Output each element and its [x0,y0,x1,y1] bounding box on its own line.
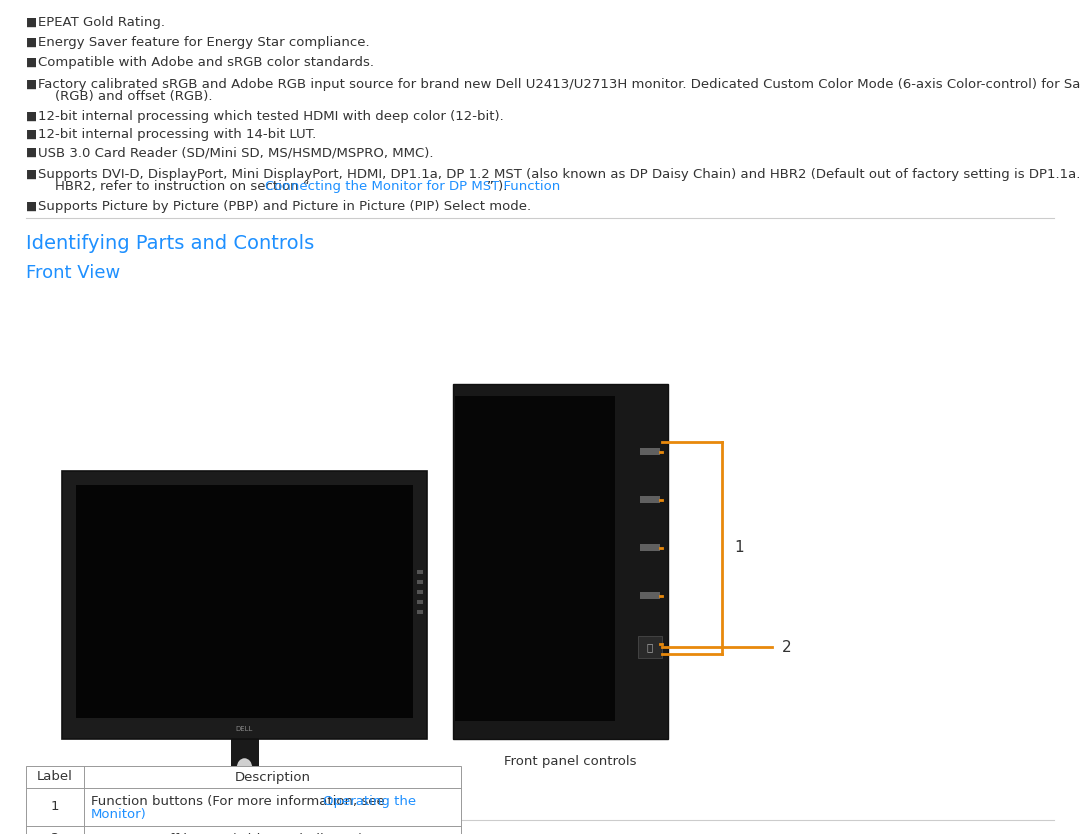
Text: Description: Description [234,771,311,783]
Text: Supports DVI-D, DisplayPort, Mini DisplayPort, HDMI, DP1.1a, DP 1.2 MST (also kn: Supports DVI-D, DisplayPort, Mini Displa… [38,168,1080,181]
Text: Operating the: Operating the [323,795,416,808]
Text: Front View: Front View [26,264,120,282]
Ellipse shape [237,758,253,777]
Text: ■: ■ [26,78,37,91]
Bar [640,448,660,455]
Text: Function buttons (For more information, see: Function buttons (For more information, … [91,795,389,808]
Text: Compatible with Adobe and sRGB color standards.: Compatible with Adobe and sRGB color sta… [38,56,374,69]
Bar [417,580,423,584]
Text: Identifying Parts and Controls: Identifying Parts and Controls [26,234,314,253]
Text: Supports Picture by Picture (PBP) and Picture in Picture (PIP) Select mode.: Supports Picture by Picture (PBP) and Pi… [38,200,531,213]
Text: USB 3.0 Card Reader (SD/Mini SD, MS/HSMD/MSPRO, MMC).: USB 3.0 Card Reader (SD/Mini SD, MS/HSMD… [38,146,433,159]
Text: Power On/Off button (with LED indicator): Power On/Off button (with LED indicator) [91,832,363,834]
Text: Energy Saver feature for Energy Star compliance.: Energy Saver feature for Energy Star com… [38,36,369,49]
Text: 12-bit internal processing which tested HDMI with deep color (12-bit).: 12-bit internal processing which tested … [38,110,503,123]
Text: ■: ■ [26,168,37,181]
Bar [417,610,423,614]
Bar [640,592,660,599]
Text: Factory calibrated sRGB and Adobe RGB input source for brand new Dell U2413/U271: Factory calibrated sRGB and Adobe RGB in… [38,78,1080,91]
Bar [417,590,423,594]
Bar [26,766,461,834]
Text: ■: ■ [26,128,37,141]
Text: Front panel controls: Front panel controls [504,755,637,768]
Text: 12-bit internal processing with 14-bit LUT.: 12-bit internal processing with 14-bit L… [38,128,316,141]
Text: 1: 1 [734,540,744,555]
Text: ” ).: ” ). [487,180,508,193]
Text: ■: ■ [26,36,37,49]
Bar [640,544,660,551]
Bar [157,791,332,802]
Text: 1: 1 [51,801,59,813]
Text: ■: ■ [26,56,37,69]
Text: DELL: DELL [235,726,253,732]
Text: Monitor): Monitor) [91,808,147,821]
Bar [417,600,423,604]
Bar [417,570,423,574]
Text: ■: ■ [26,110,37,123]
Text: ■: ■ [26,200,37,213]
Text: 2: 2 [51,832,59,834]
Text: ⏻: ⏻ [647,642,653,652]
Bar [640,496,660,503]
Bar [640,640,660,647]
Text: Connecting the Monitor for DP MST Function: Connecting the Monitor for DP MST Functi… [265,180,561,193]
Bar [453,384,669,739]
Text: EPEAT Gold Rating.: EPEAT Gold Rating. [38,16,165,29]
Text: ■: ■ [26,146,37,159]
Bar [230,739,258,791]
Text: 2: 2 [782,640,792,655]
Text: HBR2, refer to instruction on section “: HBR2, refer to instruction on section “ [38,180,310,193]
Text: (RGB) and offset (RGB).: (RGB) and offset (RGB). [38,90,213,103]
Bar [62,471,427,739]
Bar [76,485,413,718]
Bar [455,396,615,721]
Bar [638,636,662,658]
Text: Label: Label [37,771,73,783]
Text: ■: ■ [26,16,37,29]
